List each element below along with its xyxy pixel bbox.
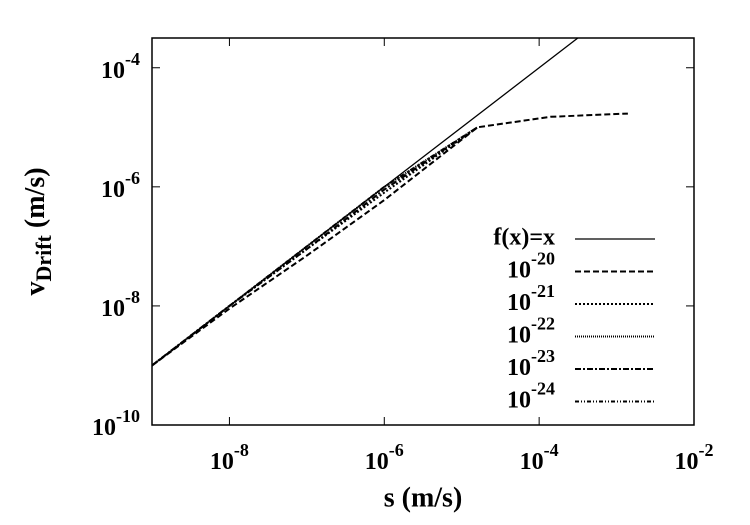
y-tick-label: 10-8 bbox=[101, 287, 140, 321]
x-tick-label: 10-2 bbox=[675, 440, 714, 474]
x-tick-label: 10-6 bbox=[365, 440, 404, 474]
y-axis-label: vDrift (m/s) bbox=[20, 167, 56, 295]
x-tick-label: 10-8 bbox=[210, 440, 249, 474]
legend-label: 10-23 bbox=[507, 346, 555, 380]
legend-label: 10-20 bbox=[507, 249, 555, 283]
series-line bbox=[152, 126, 479, 367]
series-line bbox=[152, 126, 479, 367]
series-line bbox=[152, 126, 479, 367]
y-tick-label: 10-6 bbox=[101, 168, 140, 202]
legend-label: 10-21 bbox=[507, 281, 555, 315]
y-tick-label: 10-4 bbox=[101, 49, 140, 83]
legend-label: 10-24 bbox=[507, 379, 555, 413]
legend-label: 10-22 bbox=[507, 314, 555, 348]
plot-frame bbox=[151, 37, 695, 426]
series-line bbox=[152, 112, 628, 367]
y-tick-label: 10-10 bbox=[92, 406, 140, 440]
x-tick-label: 10-4 bbox=[520, 440, 559, 474]
series-line bbox=[152, 126, 479, 367]
legend-label: f(x)=x bbox=[493, 225, 555, 251]
x-axis-label: s (m/s) bbox=[384, 482, 463, 513]
